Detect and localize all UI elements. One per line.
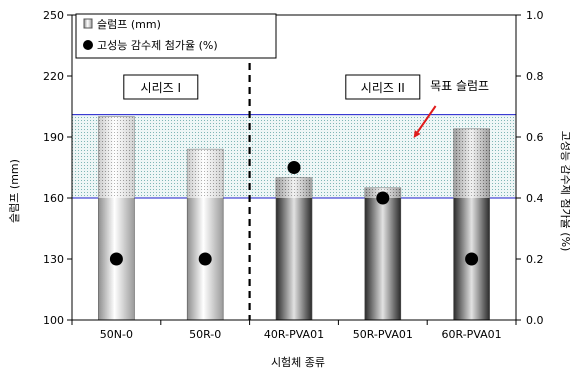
target-arrowhead-icon bbox=[413, 130, 421, 138]
bar-band-overlay bbox=[453, 128, 490, 198]
y2-tick-label: 1.0 bbox=[526, 9, 544, 22]
bar-band-overlay bbox=[187, 149, 224, 198]
y-tick-label: 190 bbox=[43, 131, 64, 144]
bar bbox=[364, 187, 402, 321]
y-tick-label: 100 bbox=[43, 314, 64, 327]
legend-box bbox=[75, 13, 277, 59]
y-tick-label: 220 bbox=[43, 70, 64, 83]
marker-point bbox=[465, 252, 479, 266]
bar-band-overlay bbox=[276, 177, 312, 198]
group-label-series-1: 시리즈 I bbox=[141, 81, 181, 95]
legend-entry-dot: 고성능 감수제 첨가율 (%) bbox=[97, 39, 218, 52]
y-tick-label: 130 bbox=[43, 253, 64, 266]
y2-tick-label: 0.2 bbox=[526, 253, 544, 266]
group-labels: 시리즈 I 시리즈 II bbox=[123, 74, 421, 100]
marker-point bbox=[198, 252, 212, 266]
group-label-box-series-1 bbox=[123, 74, 199, 100]
marker-point bbox=[109, 252, 123, 266]
marker-point bbox=[287, 161, 301, 174]
x-axis: 50N-0 50R-0 40R-PVA01 50R-PVA01 60R-PVA01 bbox=[71, 320, 517, 341]
y-tick-label: 160 bbox=[43, 192, 64, 205]
y2-axis-label: 고성능 감수제 첨가율 (%) bbox=[559, 131, 570, 252]
y2-tick-label: 0.0 bbox=[526, 314, 544, 327]
group-label-box-series-2 bbox=[345, 74, 421, 100]
overlay-layer bbox=[98, 116, 490, 198]
legend: 슬럼프 (mm) 고성능 감수제 첨가율 (%) bbox=[75, 13, 277, 59]
legend-bar-swatch-icon bbox=[83, 18, 93, 29]
x-axis-label: 시험체 종류 bbox=[271, 356, 325, 369]
bar bbox=[275, 177, 313, 321]
legend-dot-icon bbox=[83, 40, 93, 50]
x-tick-label: 60R-PVA01 bbox=[442, 328, 502, 341]
x-tick-label: 40R-PVA01 bbox=[264, 328, 324, 341]
markers-layer bbox=[109, 161, 479, 266]
x-tick-label: 50R-0 bbox=[189, 328, 221, 341]
marker-point bbox=[376, 191, 390, 205]
y2-tick-label: 0.6 bbox=[526, 131, 544, 144]
group-label-series-2: 시리즈 II bbox=[361, 81, 405, 95]
bar-band-overlay bbox=[98, 116, 135, 198]
plot-frame bbox=[71, 14, 517, 321]
y2-tick-label: 0.8 bbox=[526, 70, 544, 83]
x-tick-label: 50R-PVA01 bbox=[353, 328, 413, 341]
y-axis-label: 슬럼프 (mm) bbox=[8, 159, 21, 223]
legend-entry-bar: 슬럼프 (mm) bbox=[97, 18, 161, 31]
target-arrow-icon bbox=[416, 105, 437, 133]
right-axis: 0.0 0.2 0.4 0.6 0.8 1.0 bbox=[516, 9, 544, 327]
target-band-label: 목표 슬럼프 bbox=[430, 79, 489, 93]
y2-tick-label: 0.4 bbox=[526, 192, 544, 205]
left-axis: 100 130 160 190 220 250 bbox=[43, 9, 72, 327]
target-annotation: 목표 슬럼프 bbox=[413, 79, 489, 138]
y-tick-label: 250 bbox=[43, 9, 64, 22]
x-tick-label: 50N-0 bbox=[100, 328, 133, 341]
